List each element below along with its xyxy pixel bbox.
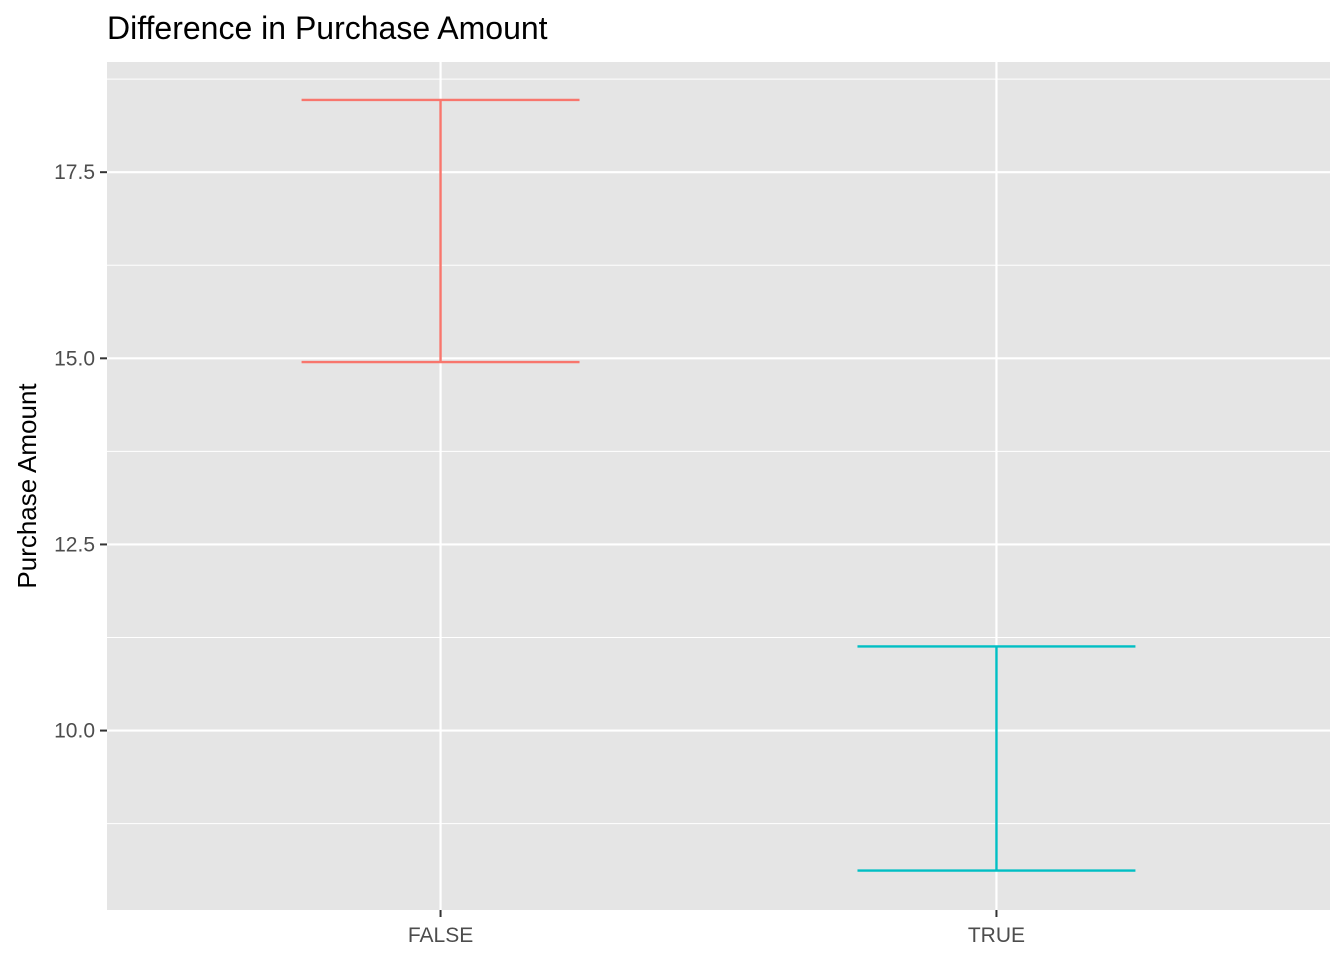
plot-panel [107,62,1330,910]
x-axis-ticks: FALSE TRUE [408,910,1025,947]
y-axis-label: Purchase Amount [12,383,42,589]
y-tick-label: 17.5 [54,161,95,184]
y-tick-label: 12.5 [54,533,95,556]
major-gridlines [107,62,1330,910]
y-tick-label: 10.0 [54,720,95,743]
y-tick-label: 15.0 [54,347,95,370]
x-tick-label: FALSE [408,924,473,947]
y-axis-ticks: 10.0 12.5 15.0 17.5 [54,161,107,743]
errorbar-true [857,645,1136,872]
minor-gridlines [107,78,1330,825]
errorbar-false [301,98,580,364]
errorbars [301,98,1136,872]
x-tick-label: TRUE [968,924,1025,947]
chart-title: Difference in Purchase Amount [107,10,548,46]
